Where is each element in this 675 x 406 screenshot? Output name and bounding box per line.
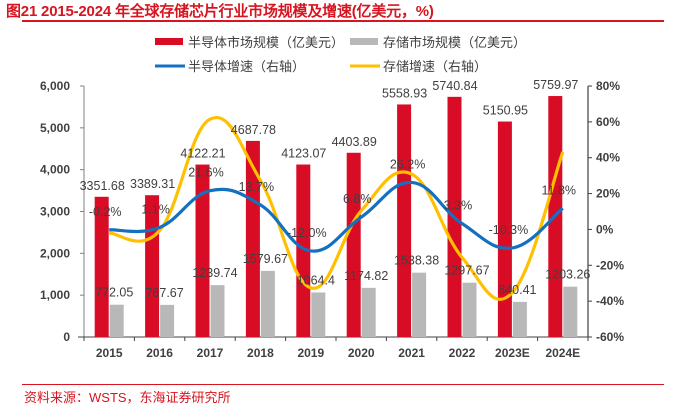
x-tick-label: 2019	[297, 346, 324, 360]
source-divider	[22, 384, 664, 385]
y-tick-label-left: 6,000	[40, 79, 70, 93]
y-tick-label-left: 0	[63, 330, 70, 344]
bar-semiconductor	[497, 121, 512, 338]
title-divider	[22, 20, 664, 22]
x-tick-label: 2022	[449, 346, 476, 360]
bar-storage	[563, 286, 578, 337]
lines	[109, 115, 565, 301]
data-label-semiconductor: 4123.07	[281, 147, 326, 161]
y-tick-label-left: 3,000	[40, 205, 70, 219]
legend-item-semi-bar: 半导体市场规模（亿美元）	[155, 35, 344, 50]
bar-storage	[160, 304, 175, 337]
y-tick-label-right: -60%	[596, 330, 624, 344]
y-tick-label-left: 5,000	[40, 121, 70, 135]
line-semiconductor-growth	[109, 180, 564, 253]
x-tick-label: 2023E	[495, 346, 530, 360]
data-label-semiconductor-growth: 6.8%	[343, 192, 372, 206]
bar-semiconductor	[94, 196, 109, 337]
y-tick-label-right: 20%	[596, 187, 620, 201]
x-tick-label: 2017	[197, 346, 224, 360]
y-tick-label-right: -40%	[596, 294, 624, 308]
legend-item-storage-line: 存储增速（右轴）	[350, 59, 487, 74]
bar-storage	[311, 292, 326, 337]
line-storage-growth	[109, 115, 565, 301]
x-tick-label: 2021	[398, 346, 425, 360]
legend-swatch-semi-bar	[155, 38, 183, 45]
data-label-semiconductor-growth: 3.3%	[444, 199, 473, 213]
data-label-semiconductor: 4403.89	[332, 135, 377, 149]
data-label-storage: 772.05	[95, 286, 133, 300]
bar-semiconductor	[397, 104, 412, 337]
data-label-semiconductor-growth: 11.8%	[542, 183, 577, 197]
data-label-storage: 1239.74	[192, 266, 237, 280]
x-tick-label: 2020	[348, 346, 375, 360]
data-label-storage: 767.67	[145, 286, 183, 300]
data-label-semiconductor: 3351.68	[80, 179, 125, 193]
data-label-semiconductor: 4687.78	[231, 123, 276, 137]
legend: 半导体市场规模（亿美元） 存储市场规模（亿美元） 半导体增速（右轴） 存储增速（…	[155, 35, 526, 74]
bar-storage	[512, 301, 527, 337]
y-tick-label-right: -20%	[596, 258, 624, 272]
data-label-semiconductor: 5558.93	[382, 86, 427, 100]
y-tick-label-left: 2,000	[40, 246, 70, 260]
data-label-storage: 1064.4	[297, 273, 335, 287]
y-tick-label-right: 40%	[596, 151, 620, 165]
data-label-semiconductor: 4122.21	[180, 147, 225, 161]
bar-semiconductor	[296, 164, 311, 337]
bar-storage	[412, 272, 427, 337]
data-label-storage: 840.41	[498, 283, 536, 297]
data-label-storage: 1579.67	[243, 252, 288, 266]
data-label-storage: 1203.26	[545, 268, 590, 282]
legend-item-semi-line: 半导体增速（右轴）	[155, 59, 305, 74]
data-label-semiconductor-growth: -10.3%	[489, 223, 529, 237]
bar-semiconductor	[245, 140, 260, 337]
data-label-semiconductor: 3389.31	[130, 177, 175, 191]
bar-semiconductor	[346, 152, 361, 337]
data-label-semiconductor: 5740.84	[432, 79, 477, 93]
bar-storage	[361, 287, 376, 337]
bar-semiconductor	[145, 195, 160, 337]
bar-storage	[210, 285, 225, 337]
x-tick-label: 2015	[96, 346, 123, 360]
data-label-semiconductor-growth: 21.6%	[188, 166, 223, 180]
axes: 0 1,000 2,000 3,000 4,000 5,000 6,000 -60% -40% -…	[40, 79, 624, 360]
legend-label-storage-bar: 存储市场规模（亿美元）	[383, 35, 526, 50]
y-tick-label-left: 4,000	[40, 163, 70, 177]
data-label-semiconductor: 5759.97	[533, 78, 578, 92]
data-label-semiconductor-growth: 1.1%	[141, 202, 170, 216]
legend-label-semi-bar: 半导体市场规模（亿美元）	[188, 35, 344, 50]
y-tick-label-right: 80%	[596, 79, 620, 93]
y-tick-label-right: 0%	[596, 222, 614, 236]
data-label-storage: 1174.82	[344, 269, 388, 283]
data-label-storage: 1538.38	[394, 254, 439, 268]
data-label-semiconductor: 5150.95	[483, 104, 528, 118]
chart-title: 图21 2015-2024 年全球存储芯片行业市场规模及增速(亿美元，%)	[6, 3, 434, 20]
chart: 半导体市场规模（亿美元） 存储市场规模（亿美元） 半导体增速（右轴） 存储增速（…	[40, 35, 624, 360]
y-tick-label-left: 1,000	[40, 288, 70, 302]
data-label-semiconductor-growth: 26.2%	[390, 157, 425, 171]
data-label-semiconductor-growth: 13.7%	[239, 180, 274, 194]
data-labels: 3351.68 3389.31 4122.21 4687.78 4123.07 4403.…	[80, 78, 591, 300]
x-tick-label: 2016	[146, 346, 173, 360]
x-tick-label: 2024E	[545, 346, 580, 360]
legend-item-storage-bar: 存储市场规模（亿美元）	[350, 35, 526, 50]
data-label-semiconductor-growth: -0.2%	[89, 205, 122, 219]
legend-label-semi-line: 半导体增速（右轴）	[188, 59, 305, 74]
y-tick-label-right: 60%	[596, 115, 620, 129]
x-tick-label: 2018	[247, 346, 274, 360]
legend-swatch-storage-bar	[350, 38, 378, 45]
data-label-storage: 1297.67	[444, 264, 489, 278]
bar-storage	[260, 270, 275, 337]
bar-storage	[462, 282, 477, 337]
legend-label-storage-line: 存储增速（右轴）	[383, 59, 487, 74]
bar-semiconductor	[195, 164, 210, 337]
data-label-semiconductor-growth: -12.0%	[287, 226, 327, 240]
source-note: 资料来源：WSTS，东海证券研究所	[24, 390, 231, 405]
bar-storage	[109, 304, 124, 337]
